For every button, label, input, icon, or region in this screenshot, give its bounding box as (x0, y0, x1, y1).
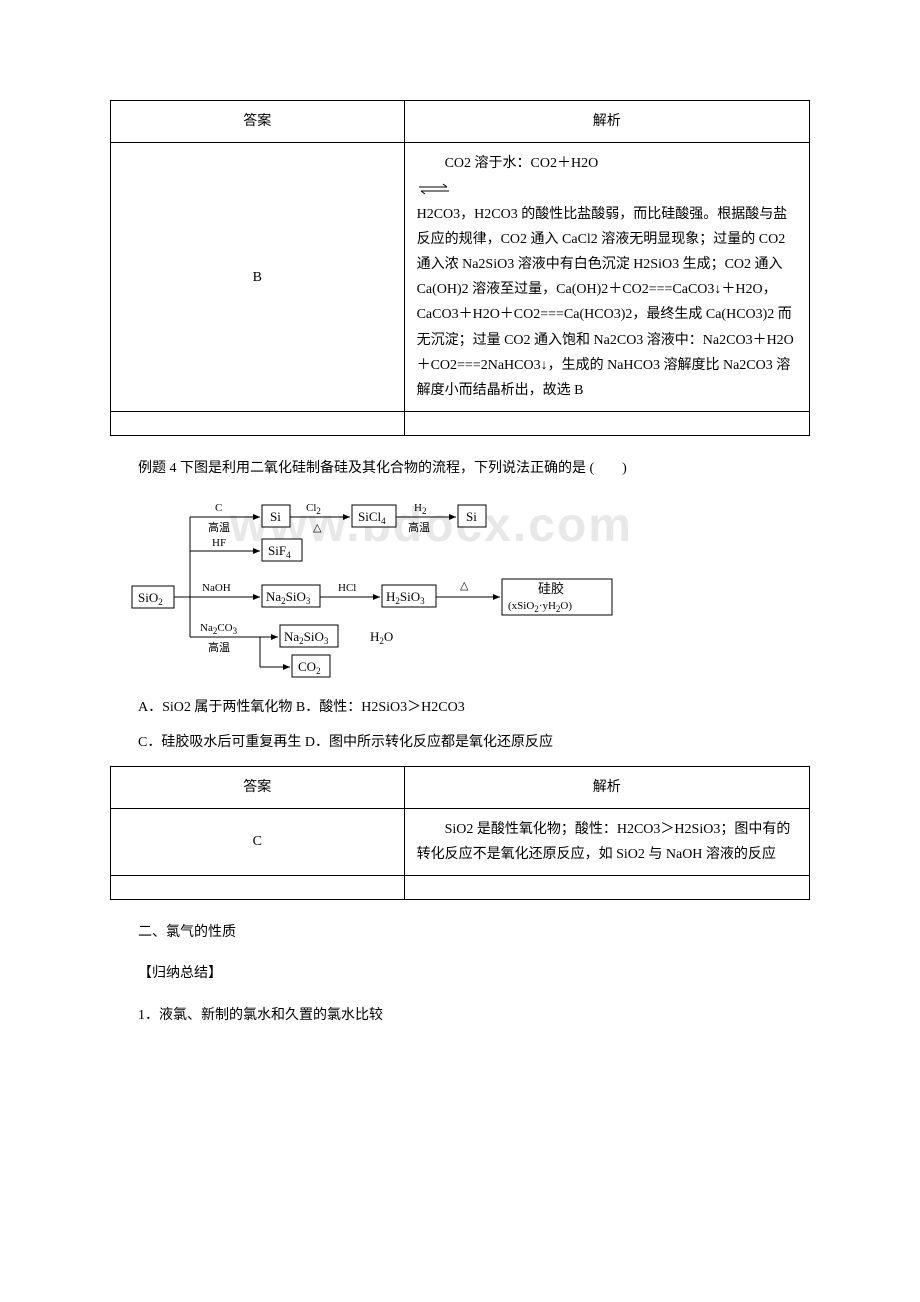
table2-header-explain: 解析 (404, 766, 809, 808)
svg-text:Na2SiO3: Na2SiO3 (266, 589, 311, 606)
svg-text:Na2SiO3: Na2SiO3 (284, 629, 329, 646)
question4-stem: 例题 4 下图是利用二氧化硅制备硅及其化合物的流程，下列说法正确的是 ( ) (110, 456, 810, 481)
section2-subtitle: 【归纳总结】 (110, 961, 810, 986)
table1-explain: CO2 溶于水：CO2＋H2O H2CO3，H2CO3 的酸性比盐酸弱，而比硅酸… (404, 143, 809, 412)
svg-text:高温: 高温 (408, 520, 430, 534)
svg-text:硅胶: 硅胶 (538, 581, 564, 596)
flow-diagram: SiO2 C 高温 Si Cl2 △ SiCl4 H2 高温 Si HF SiF… (130, 491, 650, 681)
svg-text:(xSiO2·yH2O): (xSiO2·yH2O) (508, 600, 572, 614)
question4-options-cd: C．硅胶吸水后可重复再生 D．图中所示转化反应都是氧化还原反应 (110, 730, 810, 755)
section2-item1: 1．液氯、新制的氯水和久置的氯水比较 (110, 1003, 810, 1028)
table2-header-answer: 答案 (111, 766, 405, 808)
svg-text:H2O: H2O (370, 629, 393, 646)
svg-text:Si: Si (466, 509, 477, 524)
svg-text:Cl2: Cl2 (306, 502, 321, 516)
svg-text:高温: 高温 (208, 640, 230, 654)
table2-empty-right (404, 876, 809, 900)
table1-header-explain: 解析 (404, 101, 809, 143)
svg-text:高温: 高温 (208, 520, 230, 534)
table1-empty-right (404, 412, 809, 436)
svg-text:Si: Si (270, 509, 281, 524)
flow-diagram-container: www.bdocx.com SiO2 C 高温 Si Cl2 △ SiCl4 H… (130, 491, 650, 681)
svg-text:NaOH: NaOH (202, 582, 231, 594)
table1-empty-left (111, 412, 405, 436)
svg-text:△: △ (313, 522, 322, 534)
table2-answer: C (111, 808, 405, 875)
table1-explain-line1: CO2 溶于水：CO2＋H2O (445, 156, 599, 171)
section2-title: 二、氯气的性质 (110, 920, 810, 945)
table1-explain-rest: H2CO3，H2CO3 的酸性比盐酸弱，而比硅酸强。根据酸与盐反应的规律，CO2… (417, 207, 794, 398)
table2-empty-left (111, 876, 405, 900)
question4-options-ab: A．SiO2 属于两性氧化物 B．酸性：H2SiO3＞H2CO3 (110, 695, 810, 720)
equilibrium-arrow-icon (417, 183, 451, 195)
svg-text:HF: HF (212, 537, 226, 549)
answer-table-2: 答案 解析 C SiO2 是酸性氧化物；酸性：H2CO3＞H2SiO3；图中有的… (110, 766, 810, 901)
svg-text:H2SiO3: H2SiO3 (386, 589, 425, 606)
svg-text:△: △ (460, 580, 469, 592)
table2-explain: SiO2 是酸性氧化物；酸性：H2CO3＞H2SiO3；图中有的转化反应不是氧化… (404, 808, 809, 875)
table1-header-answer: 答案 (111, 101, 405, 143)
table1-answer: B (111, 143, 405, 412)
answer-table-1: 答案 解析 B CO2 溶于水：CO2＋H2O H2CO3，H2CO3 的酸性比… (110, 100, 810, 436)
svg-text:C: C (215, 502, 222, 514)
svg-text:Na2CO3: Na2CO3 (200, 622, 238, 636)
svg-text:HCl: HCl (338, 582, 356, 594)
svg-text:H2: H2 (414, 502, 426, 516)
